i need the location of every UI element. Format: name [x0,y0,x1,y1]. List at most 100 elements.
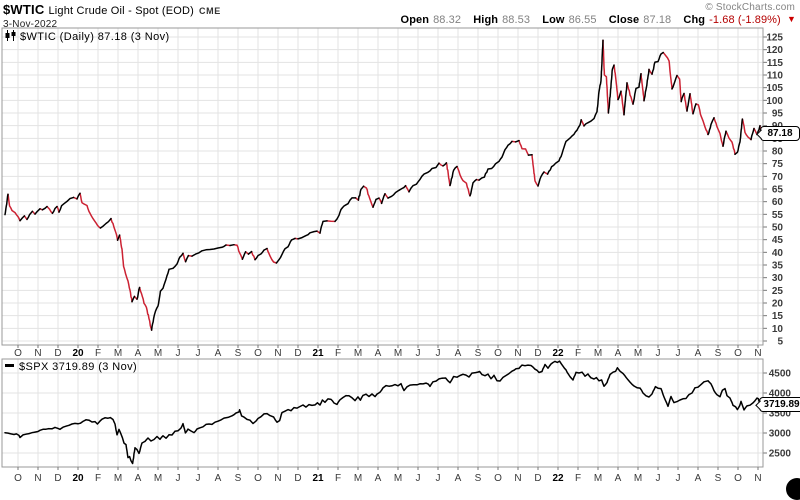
svg-text:A: A [135,348,142,359]
svg-text:55: 55 [772,210,784,221]
svg-text:F: F [335,348,341,359]
svg-text:O: O [734,348,742,359]
svg-text:D: D [54,348,61,359]
svg-text:O: O [14,348,22,359]
svg-text:M: M [154,348,162,359]
svg-text:O: O [254,473,262,484]
wtic-x-axis: O N D 20 F M A M J J A S O N D 21 F M A M J J A S O N D 22 F M A M J J A S O… [14,345,762,359]
svg-text:M: M [394,348,402,359]
svg-text:4500: 4500 [769,369,792,380]
svg-text:45: 45 [772,235,784,246]
svg-text:3500: 3500 [769,409,792,420]
svg-text:F: F [95,473,101,484]
svg-text:S: S [235,348,242,359]
svg-text:O: O [254,348,262,359]
svg-text:A: A [375,348,382,359]
svg-text:F: F [575,348,581,359]
wtic-panel-legend: $WTIC (Daily) 87.18 (3 Nov) [5,30,170,44]
svg-text:N: N [34,348,41,359]
spx-price-line [4,360,762,465]
svg-text:M: M [354,348,362,359]
quote-row: 3-Nov-2022 Open 88.32 High 88.53 Low 86.55 … [3,14,796,30]
svg-text:J: J [436,348,441,359]
svg-text:S: S [235,473,242,484]
wtic-price-line [4,39,762,331]
svg-text:25: 25 [772,286,784,297]
svg-text:21: 21 [312,473,324,484]
svg-text:125: 125 [766,33,783,44]
spx-grid [2,359,763,467]
spx-legend-text: $SPX 3719.89 (3 Nov) [19,361,138,373]
svg-text:S: S [475,348,482,359]
svg-text:D: D [294,473,301,484]
svg-text:35: 35 [772,261,784,272]
svg-text:105: 105 [766,83,783,94]
svg-text:J: J [416,348,421,359]
svg-text:J: J [656,473,661,484]
exchange-label: CME [199,6,221,16]
chg-label: Chg [683,14,706,26]
svg-text:S: S [715,348,722,359]
spx-panel-legend: $SPX 3719.89 (3 Nov) [5,361,137,373]
svg-text:F: F [575,473,581,484]
svg-text:20: 20 [772,299,784,310]
wtic-panel: 1251201151101051009590858075706560555045… [1,27,784,359]
line-style-icon [5,364,14,367]
svg-text:3000: 3000 [769,429,792,440]
wtic-legend-text: $WTIC (Daily) 87.18 (3 Nov) [20,31,170,43]
svg-text:D: D [534,473,541,484]
svg-text:A: A [215,348,222,359]
svg-text:80: 80 [772,147,784,158]
svg-text:30: 30 [772,273,784,284]
svg-text:M: M [634,348,642,359]
svg-text:N: N [34,473,41,484]
svg-text:65: 65 [772,185,784,196]
svg-text:J: J [196,348,201,359]
down-triangle-icon: ▼ [786,14,796,24]
spx-y-axis: 4500 4000 3500 3000 2500 [763,369,791,460]
svg-text:110: 110 [767,71,784,82]
svg-text:M: M [634,473,642,484]
svg-text:J: J [416,473,421,484]
svg-text:50: 50 [772,223,784,234]
svg-text:115: 115 [767,58,784,69]
svg-text:J: J [676,348,681,359]
svg-text:N: N [754,473,761,484]
svg-text:21: 21 [312,348,324,359]
svg-text:N: N [514,473,521,484]
svg-text:20: 20 [72,473,84,484]
svg-text:5: 5 [777,337,783,348]
svg-text:A: A [375,473,382,484]
floating-corner-button[interactable] [786,478,800,500]
svg-text:A: A [135,473,142,484]
svg-text:120: 120 [766,45,783,56]
svg-text:75: 75 [772,159,784,170]
svg-text:O: O [494,348,502,359]
svg-text:M: M [394,473,402,484]
svg-text:100: 100 [766,96,783,107]
svg-text:A: A [695,348,702,359]
svg-text:D: D [54,473,61,484]
svg-text:40: 40 [772,248,784,259]
svg-text:O: O [494,473,502,484]
spx-x-axis: O N D 20 F M A M J J A S O N D 21 F M A M J J A S O N D 22 F M A M J J A S O… [14,467,762,484]
svg-text:F: F [95,348,101,359]
high-value: 88.53 [502,14,531,26]
low-label: Low [542,14,565,26]
close-value: 87.18 [643,14,672,26]
high-label: High [473,14,499,26]
svg-text:D: D [294,348,301,359]
svg-text:M: M [114,473,122,484]
chart-canvas: 1251201151101051009590858075706560555045… [1,27,791,484]
svg-text:20: 20 [72,348,84,359]
svg-text:N: N [274,473,281,484]
svg-text:D: D [534,348,541,359]
svg-text:A: A [615,348,622,359]
svg-text:N: N [274,348,281,359]
svg-text:F: F [335,473,341,484]
svg-text:N: N [754,348,761,359]
svg-text:2500: 2500 [769,449,792,460]
chg-value: -1.68 (-1.89%) [709,14,781,26]
svg-text:M: M [114,348,122,359]
svg-text:J: J [656,348,661,359]
